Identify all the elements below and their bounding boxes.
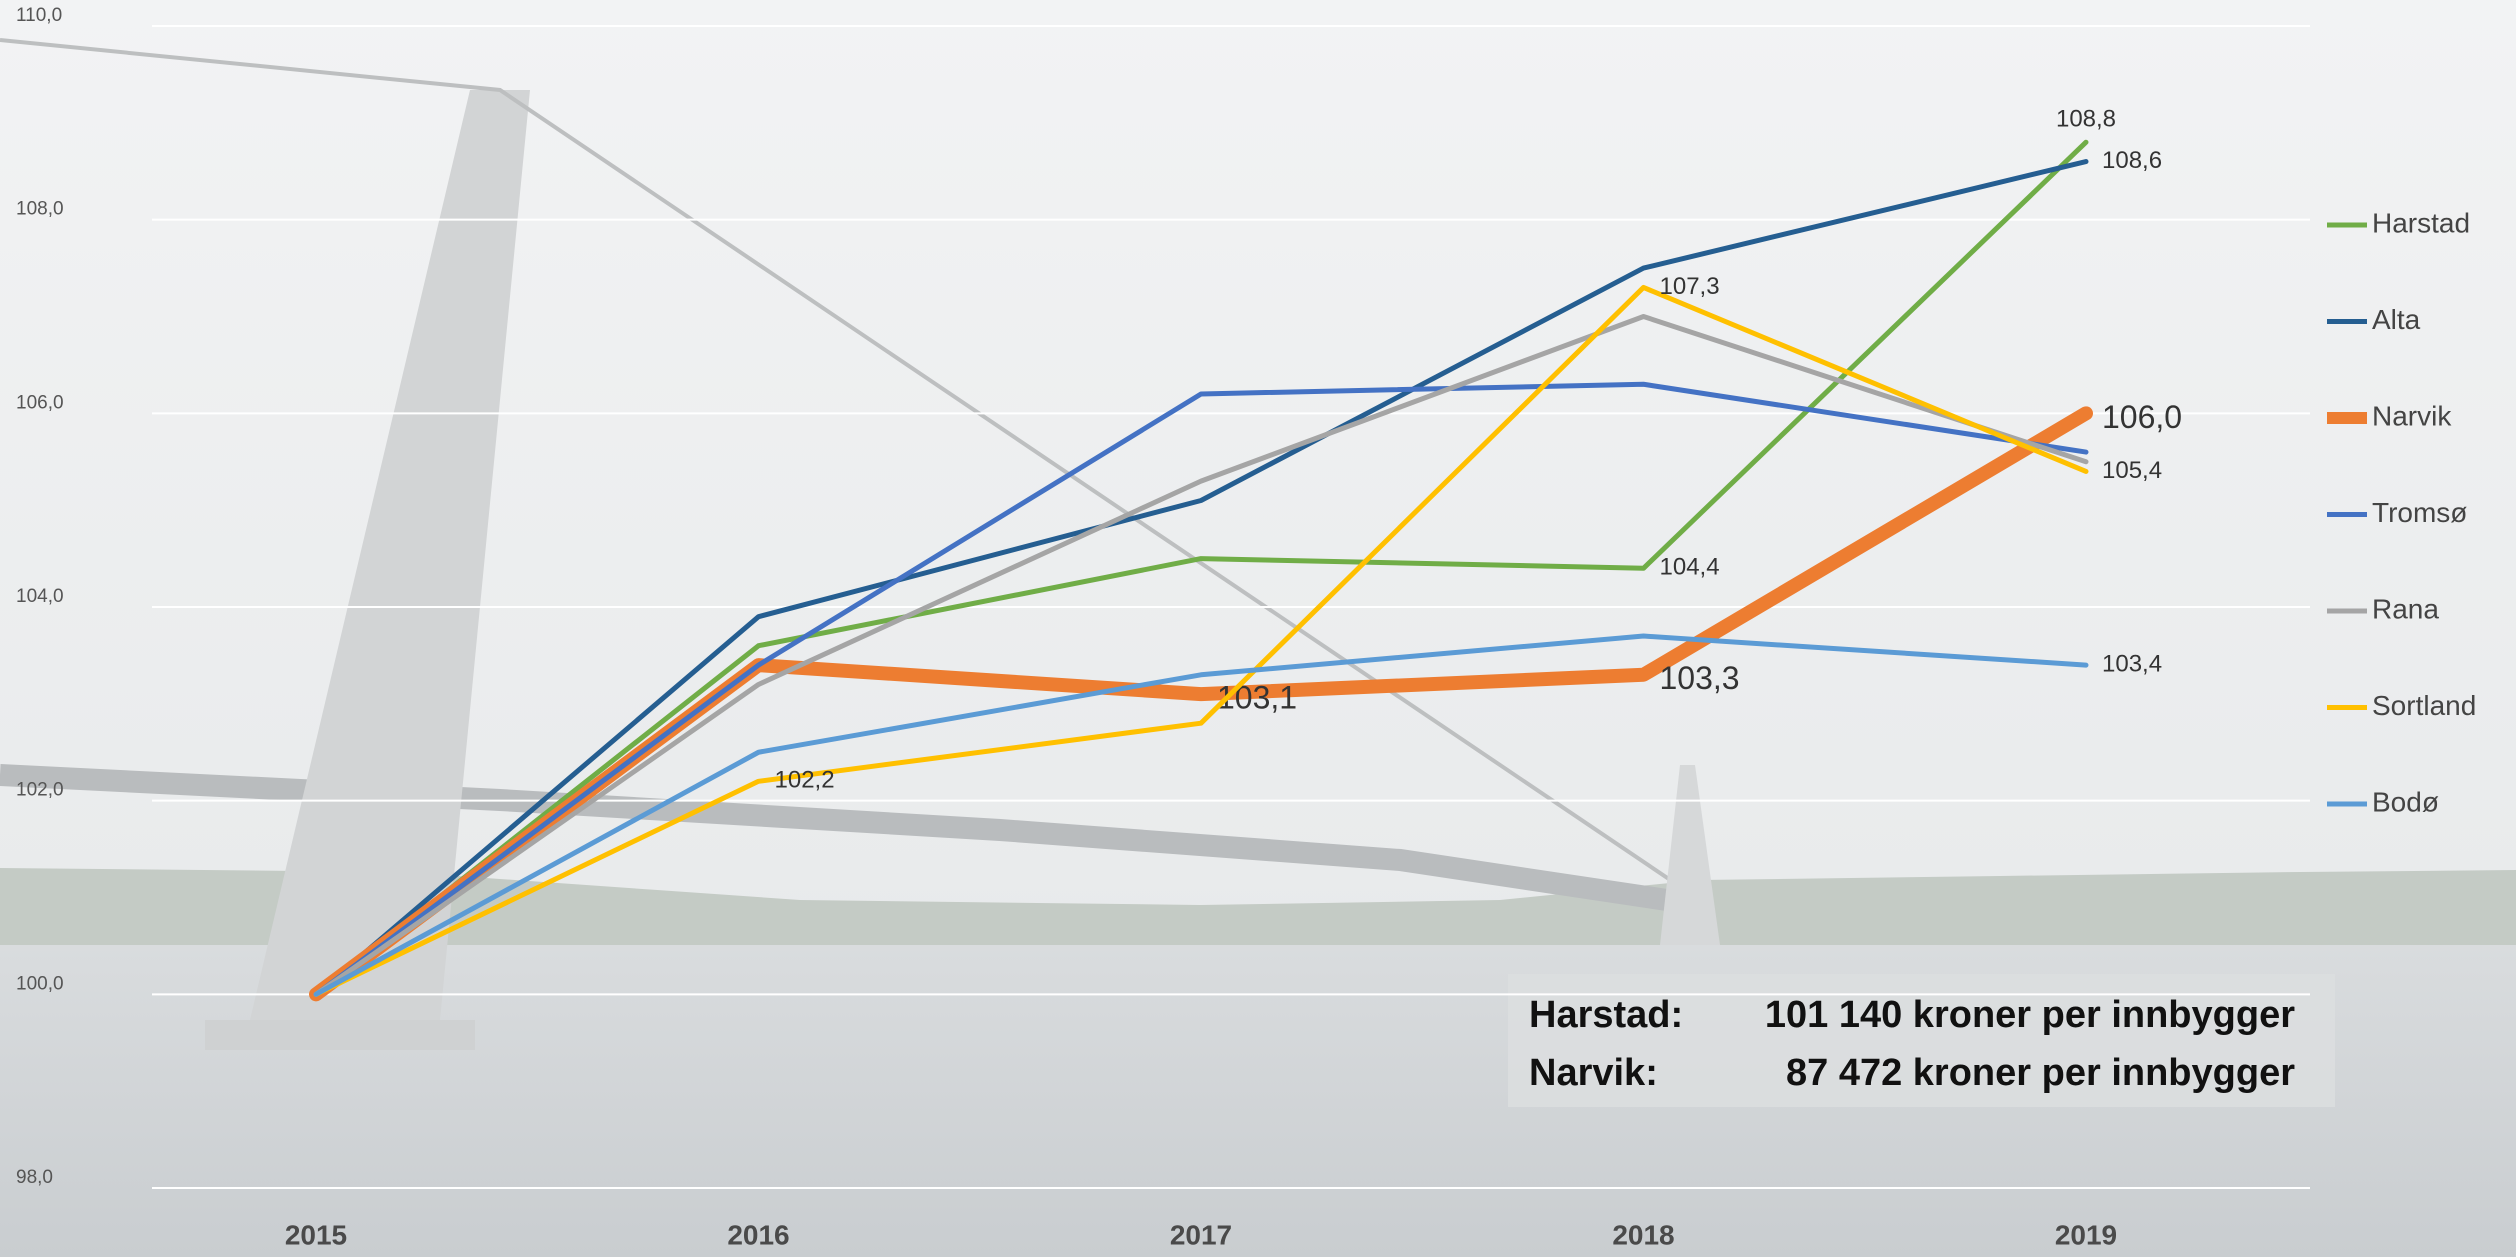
legend-label: Rana <box>2372 593 2439 624</box>
legend-label: Sortland <box>2372 690 2476 721</box>
data-label: 105,4 <box>2102 457 2162 484</box>
data-label: 108,6 <box>2102 147 2162 174</box>
data-label: 102,2 <box>775 767 835 794</box>
y-tick-label: 104,0 <box>16 586 64 607</box>
data-label: 104,4 <box>1660 554 1720 581</box>
y-tick-label: 108,0 <box>16 199 64 220</box>
y-tick-label: 100,0 <box>16 973 64 994</box>
data-label: 108,8 <box>2056 106 2116 133</box>
x-tick-label: 2015 <box>285 1219 347 1250</box>
y-tick-label: 98,0 <box>16 1167 53 1188</box>
x-tick-label: 2017 <box>1170 1219 1232 1250</box>
x-tick-label: 2019 <box>2055 1219 2117 1250</box>
annotation-text: 87 472 kroner per innbygger <box>1786 1052 2295 1094</box>
x-tick-label: 2018 <box>1612 1219 1674 1250</box>
legend-label: Bodø <box>2372 786 2439 817</box>
chart: 98,0 100,0 102,0 104,0 106,0 108,0 110,0 2015 20… <box>0 0 2516 1257</box>
page: 98,0 100,0 102,0 104,0 106,0 108,0 110,0 2015 20… <box>0 0 2516 1257</box>
annotation-city: Harstad: <box>1529 994 1683 1036</box>
legend-label: Harstad <box>2372 207 2470 238</box>
y-tick-label: 106,0 <box>16 392 64 413</box>
legend-label: Narvik <box>2372 400 2452 431</box>
y-tick-label: 102,0 <box>16 780 64 801</box>
legend-label: Alta <box>2372 304 2421 335</box>
annotation-city: Narvik: <box>1529 1052 1658 1094</box>
data-label: 107,3 <box>1660 273 1720 300</box>
data-label: 103,3 <box>1660 660 1740 696</box>
data-label: 106,0 <box>2102 399 2182 435</box>
annotation-text: 101 140 kroner per innbygger <box>1765 994 2295 1036</box>
data-label: 103,4 <box>2102 650 2162 677</box>
x-tick-label: 2016 <box>727 1219 789 1250</box>
legend-label: Tromsø <box>2372 497 2467 528</box>
y-tick-label: 110,0 <box>16 5 62 26</box>
